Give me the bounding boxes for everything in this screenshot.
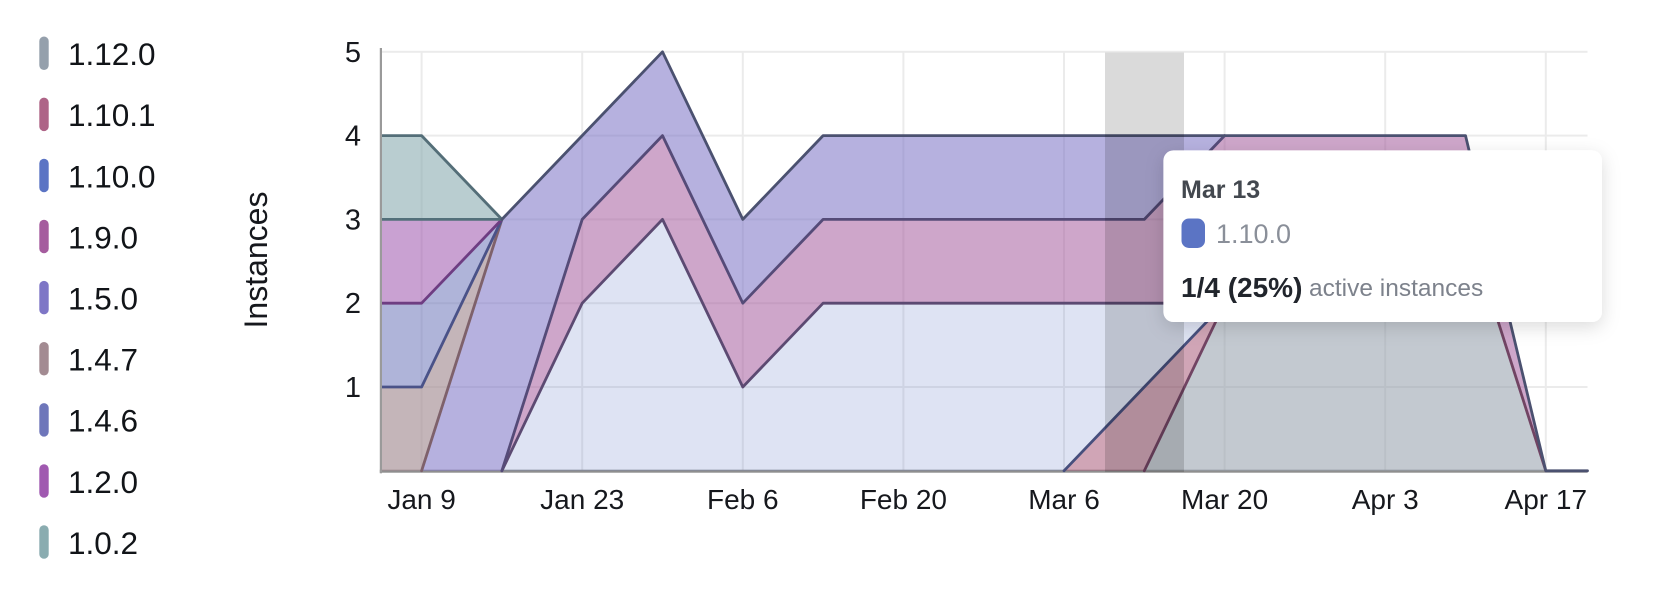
svg-text:3: 3 xyxy=(345,204,361,236)
svg-text:1.9.0: 1.9.0 xyxy=(68,219,138,255)
svg-text:1.0.2: 1.0.2 xyxy=(68,525,138,561)
svg-text:2: 2 xyxy=(345,288,361,320)
svg-text:1.12.0: 1.12.0 xyxy=(68,36,156,72)
svg-text:4: 4 xyxy=(345,121,361,153)
svg-text:1.4.6: 1.4.6 xyxy=(68,403,138,439)
svg-text:Feb 20: Feb 20 xyxy=(860,484,947,515)
svg-text:Apr 17: Apr 17 xyxy=(1505,484,1588,515)
svg-text:Jan 9: Jan 9 xyxy=(387,484,456,515)
svg-text:1.2.0: 1.2.0 xyxy=(68,464,138,500)
svg-text:1.4.7: 1.4.7 xyxy=(68,342,138,378)
svg-text:1: 1 xyxy=(345,372,361,404)
svg-text:1.10.1: 1.10.1 xyxy=(68,97,156,133)
svg-text:1.5.0: 1.5.0 xyxy=(68,281,138,317)
svg-text:Jan 23: Jan 23 xyxy=(540,484,624,515)
svg-text:Instances: Instances xyxy=(238,192,274,329)
svg-text:1/4 (25%): 1/4 (25%) xyxy=(1181,272,1302,303)
svg-text:Apr 3: Apr 3 xyxy=(1352,484,1419,515)
svg-text:1.10.0: 1.10.0 xyxy=(68,158,156,194)
svg-text:Feb 6: Feb 6 xyxy=(707,484,779,515)
svg-text:Mar 20: Mar 20 xyxy=(1181,484,1268,515)
svg-text:5: 5 xyxy=(345,37,361,69)
svg-text:Mar 13: Mar 13 xyxy=(1181,176,1260,204)
svg-text:1.10.0: 1.10.0 xyxy=(1216,219,1291,249)
svg-text:Mar 6: Mar 6 xyxy=(1028,484,1100,515)
svg-text:active instances: active instances xyxy=(1309,275,1483,302)
